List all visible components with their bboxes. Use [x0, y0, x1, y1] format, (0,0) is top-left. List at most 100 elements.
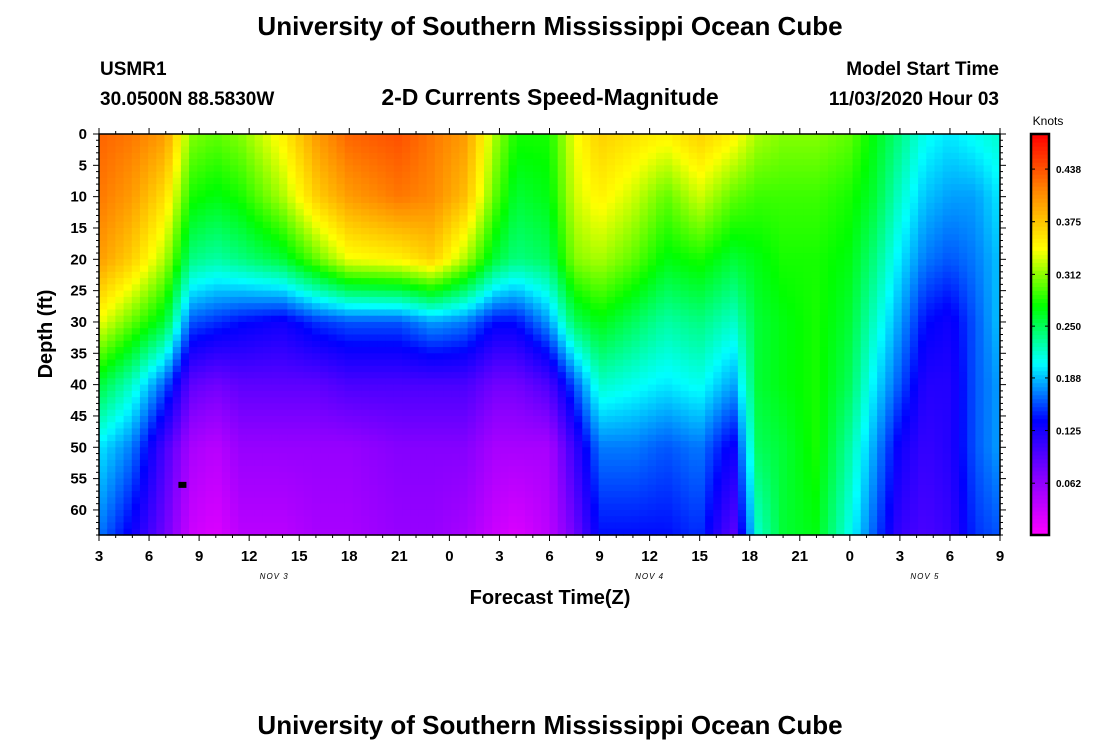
- heatmap-cell: [361, 309, 370, 317]
- heatmap-cell: [99, 246, 108, 254]
- heatmap-cell: [541, 202, 551, 210]
- heatmap-cell: [139, 528, 149, 536]
- heatmap-cell: [500, 303, 510, 311]
- heatmap-cell: [131, 159, 141, 166]
- heatmap-cell: [713, 459, 723, 467]
- heatmap-cell: [598, 140, 608, 148]
- heatmap-cell: [606, 309, 616, 317]
- heatmap-cell: [721, 215, 731, 223]
- heatmap-cell: [295, 447, 305, 455]
- heatmap-cell: [131, 378, 141, 386]
- heatmap-cell: [524, 384, 534, 392]
- heatmap-cell: [434, 190, 444, 198]
- heatmap-cell: [664, 484, 673, 492]
- heatmap-cell: [328, 303, 338, 311]
- heatmap-cell: [205, 453, 215, 461]
- heatmap-cell: [402, 409, 411, 417]
- heatmap-cell: [361, 315, 370, 323]
- heatmap-cell: [115, 441, 125, 448]
- heatmap-cell: [148, 347, 157, 354]
- heatmap-cell: [696, 340, 706, 348]
- heatmap-cell: [664, 196, 673, 204]
- heatmap-cell: [328, 384, 338, 392]
- heatmap-cell: [541, 246, 551, 254]
- heatmap-cell: [320, 321, 329, 329]
- heatmap-cell: [213, 434, 223, 442]
- heatmap-cell: [197, 246, 207, 254]
- heatmap-cell: [336, 328, 346, 336]
- heatmap-cell: [230, 434, 239, 442]
- heatmap-cell: [352, 234, 362, 242]
- heatmap-cell: [139, 259, 149, 267]
- heatmap-cell: [295, 265, 305, 273]
- heatmap-cell: [230, 184, 239, 191]
- heatmap-cell: [311, 246, 321, 254]
- heatmap-cell: [574, 497, 583, 505]
- heatmap-cell: [434, 509, 444, 517]
- heatmap-cell: [139, 434, 149, 442]
- heatmap-cell: [606, 478, 616, 486]
- heatmap-cell: [582, 409, 592, 417]
- heatmap-cell: [598, 321, 608, 329]
- heatmap-cell: [664, 347, 673, 354]
- heatmap-cell: [254, 340, 264, 348]
- heatmap-cell: [172, 303, 182, 311]
- heatmap-cell: [467, 365, 477, 373]
- heatmap-cell: [271, 384, 280, 392]
- heatmap-cell: [123, 284, 133, 292]
- heatmap-cell: [328, 159, 338, 166]
- heatmap-cell: [311, 196, 321, 204]
- heatmap-cell: [279, 296, 288, 304]
- heatmap-cell: [631, 359, 641, 367]
- heatmap-cell: [705, 253, 714, 260]
- heatmap-cell: [590, 459, 600, 467]
- heatmap-cell: [598, 340, 608, 348]
- heatmap-cell: [262, 384, 272, 392]
- heatmap-cell: [99, 497, 108, 505]
- heatmap-cell: [271, 428, 280, 436]
- heatmap-cell: [713, 215, 723, 223]
- heatmap-cell: [385, 365, 395, 373]
- heatmap-cell: [197, 221, 207, 229]
- heatmap-cell: [385, 159, 395, 166]
- heatmap-cell: [279, 202, 288, 210]
- heatmap-cell: [230, 321, 239, 329]
- heatmap-cell: [303, 509, 313, 517]
- heatmap-cell: [123, 240, 133, 248]
- heatmap-cell: [598, 415, 608, 423]
- heatmap-cell: [418, 177, 428, 185]
- heatmap-cell: [639, 509, 649, 517]
- heatmap-cell: [287, 491, 297, 499]
- heatmap-cell: [451, 246, 460, 254]
- heatmap-cell: [483, 491, 493, 499]
- heatmap-cell: [508, 152, 518, 160]
- heatmap-cell: [721, 428, 731, 436]
- heatmap-cell: [508, 146, 518, 154]
- heatmap-cell: [500, 403, 510, 411]
- heatmap-cell: [647, 134, 657, 141]
- heatmap-cell: [230, 202, 239, 210]
- heatmap-cell: [549, 171, 559, 179]
- heatmap-cell: [352, 422, 362, 430]
- heatmap-cell: [557, 321, 567, 329]
- heatmap-cell: [688, 290, 698, 298]
- heatmap-cell: [557, 202, 567, 210]
- heatmap-cell: [246, 459, 256, 467]
- heatmap-cell: [328, 177, 338, 185]
- heatmap-cell: [590, 159, 600, 166]
- heatmap-cell: [582, 303, 592, 311]
- heatmap-cell: [115, 415, 125, 423]
- heatmap-cell: [713, 303, 723, 311]
- heatmap-cell: [230, 240, 239, 248]
- heatmap-cell: [377, 334, 387, 342]
- heatmap-cell: [393, 428, 403, 436]
- heatmap-cell: [361, 528, 370, 536]
- heatmap-cell: [524, 428, 534, 436]
- heatmap-cell: [606, 146, 616, 154]
- heatmap-cell: [623, 509, 633, 517]
- heatmap-cell: [557, 240, 567, 248]
- heatmap-cell: [533, 202, 542, 210]
- heatmap-cell: [655, 347, 665, 354]
- heatmap-cell: [598, 240, 608, 248]
- heatmap-cell: [713, 296, 723, 304]
